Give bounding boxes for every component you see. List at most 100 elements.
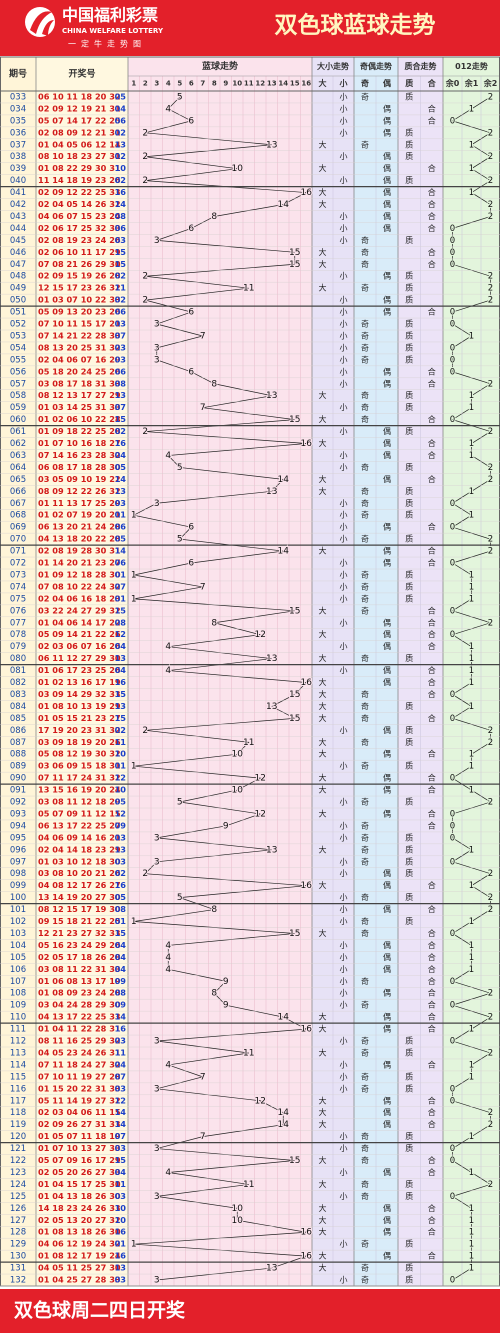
blue-ball: 14 [115,546,127,556]
blue-ball: 02 [115,127,126,137]
period: 069 [10,523,26,533]
trend-number: 11 [243,1180,254,1190]
blue-ball: 04 [115,952,127,962]
red-balls: 01 04 13 18 26 30 [38,1191,121,1201]
blue-ball: 12 [115,773,126,783]
mod-mark: 1 [469,666,474,676]
mod-mark: 1 [469,881,474,891]
mod-mark: 1 [469,104,474,114]
mod-mark: 2 [488,893,493,903]
mod-mark: 2 [488,152,493,162]
period: 084 [10,702,26,712]
mod-mark: 2 [488,905,493,915]
red-balls: 05 09 14 21 22 26 [38,629,121,639]
size-mark: 大 [319,928,327,938]
prime-mark: 合 [428,438,436,448]
mod-mark: 1 [469,391,474,401]
red-balls: 03 05 09 10 19 22 [38,474,121,484]
red-balls: 02 03 06 07 16 26 [38,641,121,651]
parity-mark: 偶 [383,880,391,890]
trend-number: 13 [266,702,277,712]
trend-number: 16 [301,1228,313,1238]
parity-mark: 奇 [361,713,369,723]
size-mark: 小 [340,1192,348,1201]
blue-ball: 04 [115,450,127,460]
trend-number: 15 [289,415,300,425]
size-mark: 小 [340,308,348,317]
prime-mark: 合 [428,820,436,830]
period: 061 [10,427,26,437]
prime-mark: 质 [405,426,413,436]
parity-mark: 偶 [383,952,391,962]
red-balls: 06 13 17 22 25 27 [38,820,121,830]
parity-mark: 偶 [383,1251,391,1261]
size-mark: 大 [319,139,327,149]
red-balls: 01 11 13 17 25 29 [38,498,121,508]
trend-number: 8 [211,905,217,915]
red-balls: 05 07 09 11 12 15 [38,808,121,818]
mod-mark: 0 [450,630,455,640]
size-mark: 小 [340,176,348,185]
prime-mark: 质 [405,581,413,591]
parity-mark: 奇 [361,928,369,938]
mod-mark: 0 [450,559,455,569]
red-balls: 05 18 20 24 25 26 [38,366,121,376]
mod-mark: 2 [488,92,493,102]
parity-mark: 偶 [383,211,391,221]
red-balls: 01 08 12 17 19 24 [38,1251,121,1261]
prime-mark: 质 [405,856,413,866]
prime-mark: 质 [405,1071,413,1081]
blue-ball: 07 [115,402,127,412]
blue-ball: 13 [115,486,127,496]
trend-number: 16 [301,188,313,198]
parity-mark: 偶 [383,808,391,818]
size-mark: 大 [319,1024,327,1034]
size-mark: 大 [319,390,327,400]
trend-number: 10 [232,750,244,760]
footer-bar [0,1289,500,1333]
parity-mark: 奇 [361,510,369,520]
red-balls: 04 05 11 25 27 30 [38,1263,121,1273]
prime-mark: 合 [428,450,436,460]
trend-number: 7 [200,582,206,592]
blue-ball: 02 [115,175,126,185]
parity-mark: 奇 [361,235,369,245]
blue-ball: 10 [115,749,127,759]
trend-number: 15 [289,260,300,270]
mod-mark: 0 [450,343,455,353]
parity-mark: 偶 [383,187,391,197]
red-balls: 06 11 12 27 29 30 [38,653,121,663]
blue-ball: 02 [115,426,126,436]
column-header: 12 [255,80,265,88]
prime-mark: 合 [428,773,436,783]
period: 109 [10,1001,26,1011]
parity-mark: 奇 [361,761,369,771]
period: 101 [10,905,26,915]
trend-number: 11 [243,738,254,748]
prime-mark: 合 [428,115,436,125]
mod-mark: 2 [488,1180,493,1190]
mod-mark: 0 [450,606,455,616]
blue-ball: 03 [115,1143,127,1153]
blue-ball: 12 [115,1095,126,1105]
period: 073 [10,570,26,580]
parity-mark: 奇 [361,701,369,711]
prime-mark: 质 [405,235,413,245]
prime-mark: 合 [428,940,436,950]
mod-mark: 2 [488,738,493,748]
column-header: 奇 [361,78,369,88]
trend-number: 2 [142,296,148,306]
size-mark: 小 [340,989,348,998]
size-mark: 大 [319,199,327,209]
size-mark: 大 [319,1095,327,1105]
size-mark: 大 [319,1215,327,1225]
mod-mark: 1 [469,1132,474,1142]
parity-mark: 奇 [361,1143,369,1153]
red-balls: 12 21 23 27 32 33 [38,928,121,938]
size-mark: 大 [319,1047,327,1057]
size-mark: 大 [319,1107,327,1117]
parity-mark: 偶 [383,307,391,317]
red-balls: 04 08 12 17 26 27 [38,880,121,890]
prime-mark: 质 [405,1047,413,1057]
